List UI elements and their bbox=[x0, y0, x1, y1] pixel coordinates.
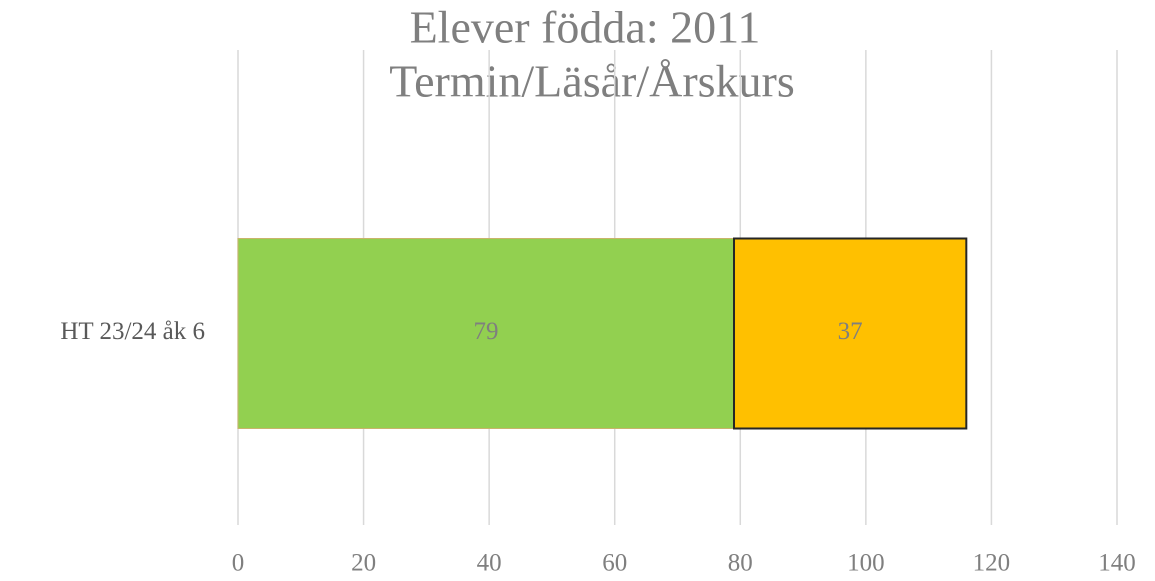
bar-segment bbox=[733, 237, 968, 430]
data-label: 37 bbox=[838, 318, 863, 345]
x-tick-label: 20 bbox=[351, 550, 376, 577]
bar-segment bbox=[237, 238, 735, 429]
category-label: HT 23/24 åk 6 bbox=[60, 318, 205, 345]
x-tick-label: 80 bbox=[728, 550, 753, 577]
chart-subtitle: Termin/Läsår/Årskurs bbox=[389, 56, 795, 107]
x-tick-label: 140 bbox=[1098, 550, 1136, 577]
x-tick-label: 60 bbox=[602, 550, 627, 577]
x-tick-label: 100 bbox=[847, 550, 885, 577]
x-tick-label: 40 bbox=[477, 550, 502, 577]
chart-title: Elever födda: 2011 bbox=[410, 2, 761, 53]
x-tick-label: 120 bbox=[973, 550, 1011, 577]
data-label: 79 bbox=[474, 318, 499, 345]
x-tick-label: 0 bbox=[232, 550, 245, 577]
